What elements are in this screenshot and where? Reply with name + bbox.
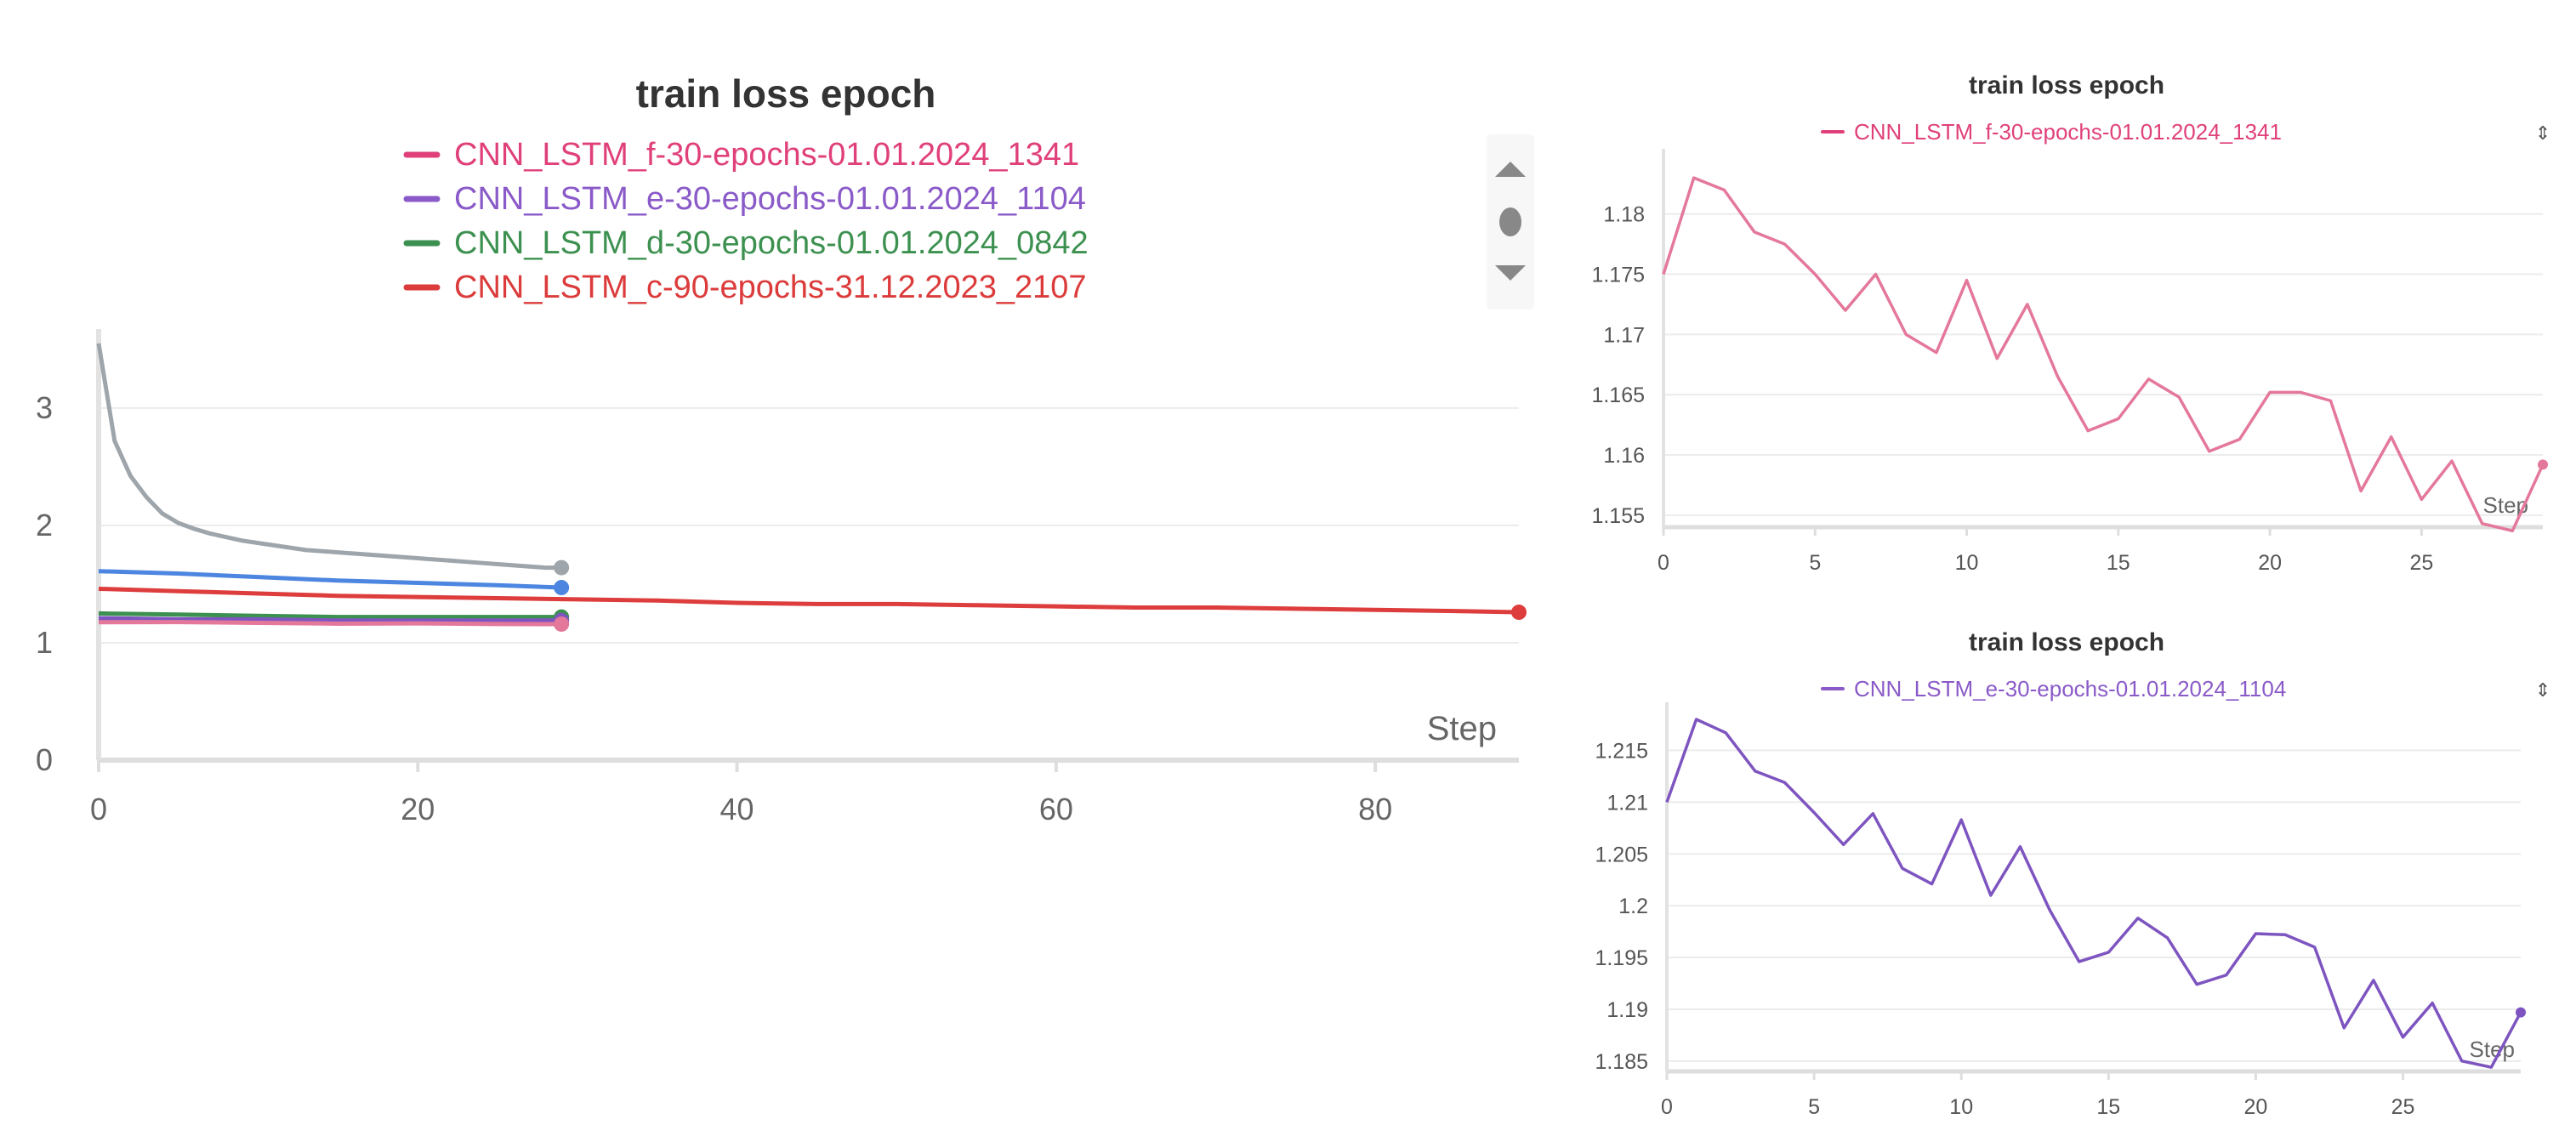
x-tick-label: 20 xyxy=(2244,1095,2268,1119)
x-tick-label: 40 xyxy=(720,792,754,826)
y-tick-label: 1.195 xyxy=(1595,946,1648,970)
y-tick-label: 1.175 xyxy=(1591,264,1645,287)
y-tick-label: 2 xyxy=(36,508,53,542)
x-tick-label: 20 xyxy=(2258,551,2282,575)
scroll-thumb-icon[interactable] xyxy=(1499,207,1521,236)
x-axis-label: Step xyxy=(2470,1037,2516,1062)
legend-label: CNN_LSTM_e-30-epochs-01.01.2024_1104 xyxy=(454,181,1086,217)
y-tick-label: 1.19 xyxy=(1606,998,1648,1022)
series-line xyxy=(1665,718,2522,1069)
legend-label: CNN_LSTM_f-30-epochs-01.01.2024_1341 xyxy=(1854,119,2282,145)
y-tick-label: 1.205 xyxy=(1595,843,1648,866)
y-tick-label: 1.18 xyxy=(1603,203,1645,227)
series-line-c xyxy=(98,586,1520,615)
x-tick-label: 15 xyxy=(2096,1095,2120,1119)
bottom-right-chart-panel: train loss epoch CNN_LSTM_e-30-epochs-01.… xyxy=(1565,616,2568,1132)
series-line-f xyxy=(98,620,562,627)
series-end-point-f xyxy=(554,616,570,632)
scroll-down-icon[interactable] xyxy=(1495,265,1526,281)
scroll-up-icon[interactable] xyxy=(1495,162,1526,177)
legend-label: CNN_LSTM_c-90-epochs-31.12.2023_2107 xyxy=(454,270,1087,305)
legend-scroll-icons xyxy=(1495,162,1526,281)
chart-title: train loss epoch xyxy=(1969,71,2164,99)
series-end-point-c xyxy=(1511,605,1527,621)
y-tick-label: 3 xyxy=(36,390,53,425)
chart-title: train loss epoch xyxy=(636,71,936,116)
y-tick-label: 1.185 xyxy=(1595,1050,1648,1074)
legend-scroll-control[interactable] xyxy=(1487,134,1534,310)
x-tick-label: 0 xyxy=(1658,551,1669,575)
x-tick-label: 5 xyxy=(1808,1095,1820,1119)
y-tick-label: 1.165 xyxy=(1591,383,1645,407)
x-tick-label: 10 xyxy=(1955,551,1979,575)
legend-label: CNN_LSTM_d-30-epochs-01.01.2024_0842 xyxy=(454,225,1089,261)
series-end-point xyxy=(2538,459,2548,470)
main-chart-panel: train loss epoch CNN_LSTM_f-30-epochs-01.… xyxy=(0,0,1556,850)
series-end-point-blue xyxy=(554,580,570,596)
series-end-point xyxy=(2516,1007,2526,1018)
y-tick-label: 1.17 xyxy=(1603,323,1645,347)
x-tick-label: 80 xyxy=(1358,792,1392,826)
series-line-e xyxy=(98,616,562,623)
x-tick-label: 0 xyxy=(90,792,107,826)
x-tick-label: 5 xyxy=(1809,551,1821,575)
series-line-blue xyxy=(98,569,562,590)
y-tick-label: 1.215 xyxy=(1595,740,1648,764)
bottom-right-chart: train loss epoch CNN_LSTM_e-30-epochs-01.… xyxy=(1595,628,2550,1119)
legend-label: CNN_LSTM_f-30-epochs-01.01.2024_1341 xyxy=(454,137,1079,173)
y-tick-label: 1 xyxy=(36,625,53,660)
legend-label: CNN_LSTM_e-30-epochs-01.01.2024_1104 xyxy=(1854,676,2286,701)
y-tick-label: 1.21 xyxy=(1606,791,1648,815)
series-end-point-gray xyxy=(554,559,570,576)
legend-sort-icon: ⇕ xyxy=(2535,679,2550,701)
series-line-gray xyxy=(96,343,562,571)
x-tick-label: 20 xyxy=(401,792,435,826)
x-tick-label: 25 xyxy=(2391,1095,2415,1119)
series-line xyxy=(1662,176,2545,532)
x-tick-label: 0 xyxy=(1661,1095,1673,1119)
y-tick-label: 1.155 xyxy=(1591,504,1645,528)
top-right-chart: train loss epoch CNN_LSTM_f-30-epochs-01.… xyxy=(1591,71,2550,575)
x-tick-label: 15 xyxy=(2107,551,2130,575)
x-axis-label: Step xyxy=(1427,710,1497,747)
top-right-chart-panel: train loss epoch CNN_LSTM_f-30-epochs-01.… xyxy=(1565,51,2568,587)
series-line-d xyxy=(98,611,562,620)
y-tick-label: 1.2 xyxy=(1618,895,1648,918)
chart-title: train loss epoch xyxy=(1969,628,2164,656)
x-tick-label: 60 xyxy=(1039,792,1073,826)
y-tick-label: 1.16 xyxy=(1603,444,1645,468)
legend-sort-icon: ⇕ xyxy=(2535,122,2550,144)
x-tick-label: 25 xyxy=(2409,551,2433,575)
y-tick-label: 0 xyxy=(36,742,53,777)
main-chart: train loss epoch CNN_LSTM_f-30-epochs-01.… xyxy=(36,71,1527,826)
x-tick-label: 10 xyxy=(1949,1095,1973,1119)
